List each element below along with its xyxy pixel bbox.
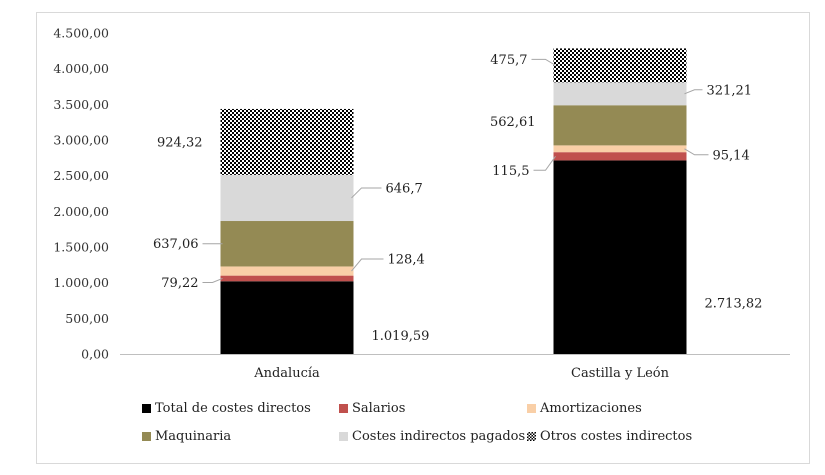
bar-segment [220, 174, 354, 222]
bar-segment [553, 48, 687, 83]
data-label: 646,7 [386, 181, 423, 196]
y-tick-label: 3.000,00 [53, 133, 109, 148]
legend-swatch [142, 432, 151, 441]
leader-line [351, 187, 382, 199]
leader-line [351, 258, 384, 272]
category-label: Andalucía [253, 366, 320, 381]
data-label: 128,4 [388, 253, 425, 268]
y-tick-label: 2.500,00 [53, 168, 109, 183]
legend-label: Salarios [352, 401, 406, 416]
bar-segment [220, 281, 354, 354]
legend-item: Salarios [339, 401, 405, 416]
bar-segment [220, 275, 354, 282]
legend-label: Maquinaria [155, 429, 232, 444]
legend-label: Amortizaciones [540, 401, 642, 416]
legend-swatch [142, 404, 151, 413]
bar-segment [220, 108, 354, 175]
x-axis-categories: Andalucía Castilla y León [253, 366, 669, 381]
bar-segment [553, 105, 687, 146]
legend-item: Costes indirectos pagados [339, 429, 525, 444]
y-tick-label: 1.500,00 [53, 240, 109, 255]
legend-swatch [339, 432, 348, 441]
legend-label: Costes indirectos pagados [352, 429, 526, 444]
leader-line [531, 58, 556, 66]
bar-segment [220, 221, 354, 267]
data-labels: 1.019,59 79,22 128,4 637,06 646,7 924,32 2.713… [153, 53, 762, 344]
bar-segment [553, 152, 687, 161]
legend-swatch [527, 404, 536, 413]
legend-item: Amortizaciones [527, 401, 642, 416]
legend-swatch [527, 432, 536, 441]
data-label: 562,61 [490, 115, 536, 130]
y-tick-label: 0,00 [81, 347, 109, 362]
data-label: 924,32 [157, 135, 203, 150]
legend-label: Total de costes directos [155, 401, 311, 416]
data-label: 115,5 [492, 164, 529, 179]
legend-label: Otros costes indirectos [540, 429, 693, 444]
leader-line [684, 89, 703, 95]
data-label: 1.019,59 [372, 329, 430, 344]
bar-segment [220, 266, 354, 276]
legend-item: Otros costes indirectos [527, 429, 692, 444]
y-tick-label: 2.000,00 [53, 204, 109, 219]
data-label: 637,06 [153, 237, 199, 252]
leader-line [202, 277, 223, 283]
legend-item: Total de costes directos [142, 401, 311, 416]
bar-segment [553, 82, 687, 106]
leader-line [684, 148, 709, 156]
y-tick-label: 4.500,00 [53, 26, 109, 41]
data-label: 79,22 [161, 276, 198, 291]
bar-segment [553, 145, 687, 153]
bar-segment [553, 160, 687, 354]
category-label: Castilla y León [571, 366, 670, 381]
data-label: 95,14 [713, 148, 750, 163]
legend: Total de costes directos Salarios Amortiza… [142, 399, 742, 451]
leader-line [533, 156, 556, 171]
y-axis: 0,00 500,00 1.000,00 1.500,00 2.000,00 2.500,… [53, 26, 790, 362]
y-tick-label: 1.000,00 [53, 275, 109, 290]
data-label: 2.713,82 [705, 297, 763, 312]
y-tick-label: 3.500,00 [53, 97, 109, 112]
stacked-bar-chart: 0,00 500,00 1.000,00 1.500,00 2.000,00 2.500,… [53, 26, 790, 381]
data-label: 475,7 [490, 53, 527, 68]
bars [220, 48, 687, 354]
legend-item: Maquinaria [142, 429, 231, 444]
legend-swatch [339, 404, 348, 413]
y-tick-label: 500,00 [65, 311, 109, 326]
y-tick-label: 4.000,00 [53, 61, 109, 76]
data-label: 321,21 [707, 83, 753, 98]
